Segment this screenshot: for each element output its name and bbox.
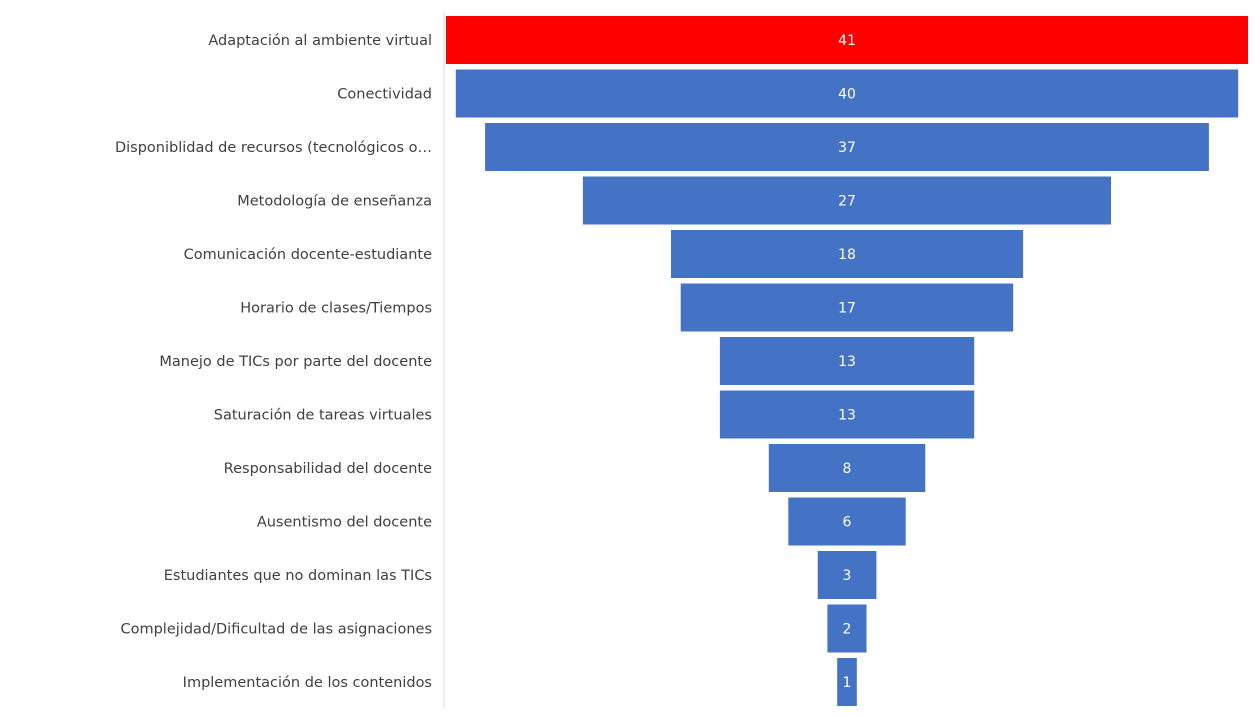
funnel-bar-9 bbox=[768, 444, 926, 492]
value-label-1: 41 bbox=[838, 33, 856, 49]
value-label-8: 13 bbox=[838, 408, 856, 424]
category-label-5: Comunicación docente-estudiante bbox=[184, 247, 432, 263]
funnel-bars bbox=[446, 16, 1248, 706]
category-label-4: Metodología de enseñanza bbox=[237, 194, 432, 210]
category-label-12: Complejidad/Dificultad de las asignacion… bbox=[120, 622, 432, 638]
funnel-bar-13 bbox=[837, 658, 857, 706]
value-label-7: 13 bbox=[838, 354, 856, 370]
value-label-12: 2 bbox=[843, 622, 852, 638]
value-label-9: 8 bbox=[843, 461, 852, 477]
category-label-13: Implementación de los contenidos bbox=[183, 675, 432, 691]
funnel-bar-2 bbox=[455, 69, 1239, 118]
value-label-11: 3 bbox=[843, 568, 852, 584]
funnel-bar-8 bbox=[719, 390, 975, 439]
funnel-bar-11 bbox=[817, 551, 877, 599]
category-label-6: Horario de clases/Tiempos bbox=[240, 301, 432, 317]
category-labels: Adaptación al ambiente virtual Conectivid… bbox=[115, 33, 432, 691]
funnel-bar-7 bbox=[719, 337, 975, 385]
value-label-10: 6 bbox=[843, 515, 852, 531]
funnel-bar-10 bbox=[788, 497, 906, 546]
category-label-7: Manejo de TICs por parte del docente bbox=[159, 354, 432, 370]
funnel-bar-6 bbox=[680, 283, 1014, 332]
category-label-9: Responsabilidad del docente bbox=[224, 461, 432, 477]
value-labels: 41 40 37 27 18 17 13 13 8 6 3 2 1 bbox=[838, 33, 856, 691]
category-label-1: Adaptación al ambiente virtual bbox=[208, 33, 432, 49]
value-label-4: 27 bbox=[838, 194, 856, 210]
value-label-3: 37 bbox=[838, 140, 856, 156]
category-label-2: Conectividad bbox=[337, 87, 432, 103]
funnel-bar-3 bbox=[485, 123, 1209, 171]
funnel-bar-1 bbox=[446, 16, 1248, 64]
value-label-5: 18 bbox=[838, 247, 856, 263]
category-label-11: Estudiantes que no dominan las TICs bbox=[164, 568, 432, 584]
funnel-bar-5 bbox=[671, 230, 1024, 278]
category-label-3: Disponiblidad de recursos (tecnológicos … bbox=[115, 140, 432, 156]
category-label-8: Saturación de tareas virtuales bbox=[214, 408, 432, 424]
funnel-bar-12 bbox=[827, 604, 867, 653]
funnel-bar-4 bbox=[582, 176, 1111, 225]
category-label-10: Ausentismo del docente bbox=[257, 515, 432, 531]
value-label-2: 40 bbox=[838, 87, 856, 103]
value-label-6: 17 bbox=[838, 301, 856, 317]
value-label-13: 1 bbox=[843, 675, 852, 691]
